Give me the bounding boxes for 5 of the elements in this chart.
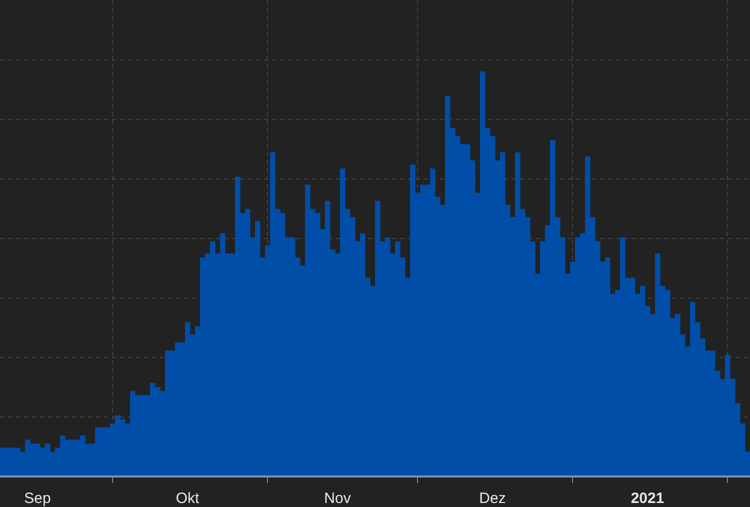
x-tick-label: 2021 — [630, 490, 664, 507]
x-tick-label: Nov — [324, 490, 352, 507]
x-tick-label: Sep — [24, 490, 51, 507]
x-tick-label: Okt — [176, 490, 200, 507]
x-tick-label: Dez — [479, 490, 506, 507]
